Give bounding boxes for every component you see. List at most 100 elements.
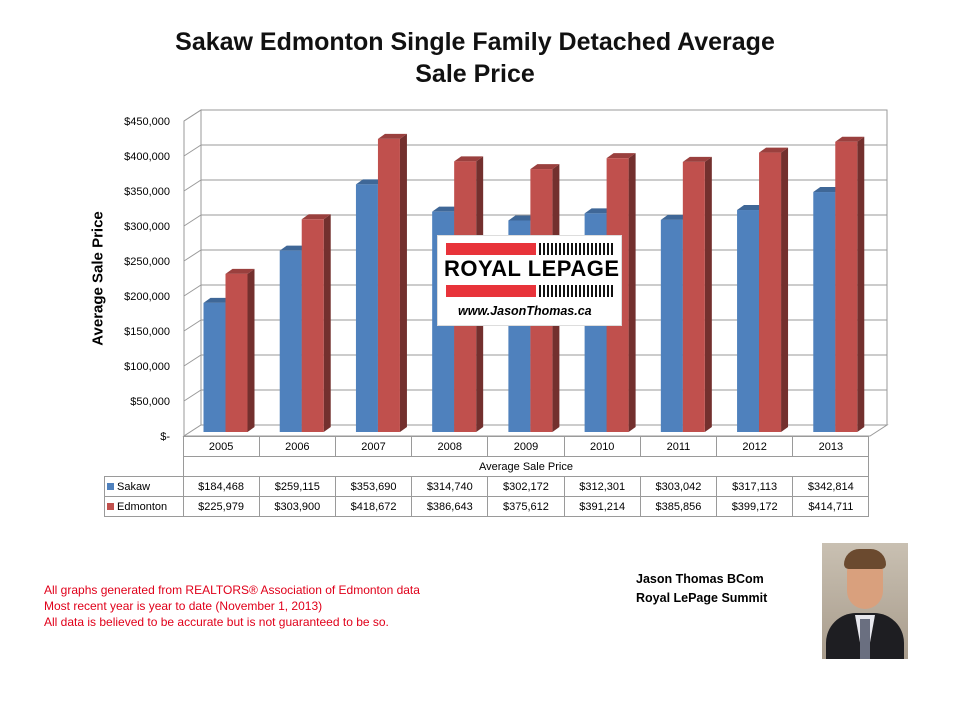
x-tick-label: 2007	[334, 436, 413, 457]
bar-side-edmonton-2010	[628, 153, 636, 432]
data-label: $317,113	[716, 476, 794, 497]
x-tick-label: 2009	[487, 436, 565, 457]
bar-top-sakaw-2009	[508, 215, 538, 221]
data-label: $303,900	[258, 496, 336, 517]
bar-side-edmonton-2012	[781, 147, 789, 433]
gridline	[183, 354, 887, 367]
data-label: $259,115	[258, 476, 336, 497]
bar-top-sakaw-2011	[660, 214, 690, 220]
x-tick-label: 2006	[258, 436, 336, 457]
bar-top-edmonton-2008	[454, 156, 484, 162]
bar-side-edmonton-2006	[323, 214, 331, 432]
data-label: $302,172	[487, 476, 565, 497]
bar-top-sakaw-2013	[813, 187, 843, 193]
data-label: $414,711	[792, 496, 870, 517]
bar-side-edmonton-2013	[857, 136, 865, 432]
bar-top-sakaw-2008	[432, 206, 462, 212]
data-label: $314,740	[411, 476, 489, 497]
bar-edmonton-2005	[225, 273, 248, 432]
y-tick-label: $50,000	[130, 396, 170, 408]
bar-top-edmonton-2012	[759, 147, 789, 153]
bar-top-edmonton-2006	[301, 214, 331, 220]
agent-name: Jason Thomas BCom	[636, 572, 764, 586]
data-label: $386,643	[411, 496, 489, 517]
x-tick-label: 2012	[716, 436, 794, 457]
bar-sakaw-2013	[813, 192, 836, 432]
gridline	[183, 319, 887, 332]
title-line-1: Sakaw Edmonton Single Family Detached Av…	[175, 28, 775, 56]
y-tick-label: $350,000	[124, 186, 170, 198]
agent-photo	[822, 543, 908, 659]
data-label: $418,672	[334, 496, 413, 517]
bar-edmonton-2007	[377, 138, 400, 432]
x-tick-label: 2008	[411, 436, 489, 457]
y-tick-label: $400,000	[124, 151, 170, 163]
legend-swatch	[107, 502, 114, 510]
legend-edmonton: Edmonton	[104, 496, 184, 517]
bar-top-sakaw-2010	[584, 208, 614, 214]
data-label: $385,856	[639, 496, 718, 517]
bar-top-edmonton-2009	[530, 164, 560, 170]
bar-sakaw-2006	[279, 250, 302, 432]
y-axis-label: Average Sale Price	[89, 211, 107, 346]
bar-edmonton-2011	[682, 161, 705, 432]
bar-edmonton-2006	[301, 219, 324, 432]
data-table: 2005 2006 2007 2008 2009 2010 2011 2012 2013 Ave…	[104, 436, 870, 517]
x-tick-label: 2010	[563, 436, 641, 457]
y-tick-label: $-	[160, 431, 170, 443]
bar-sakaw-2011	[660, 219, 683, 432]
gridline	[183, 389, 887, 402]
bar-side-edmonton-2005	[247, 268, 255, 432]
agent-company: Royal LePage Summit	[636, 591, 768, 605]
data-label: $303,042	[639, 476, 718, 497]
bar-top-sakaw-2012	[737, 205, 767, 211]
bar-top-edmonton-2007	[377, 133, 407, 139]
note: All graphs generated from REALTORS® Asso…	[44, 583, 420, 597]
legend-label: Edmonton	[117, 500, 168, 513]
bar-top-sakaw-2005	[203, 297, 233, 303]
x-tick-label: 2005	[182, 436, 260, 457]
bar-top-edmonton-2005	[225, 268, 255, 274]
logo-text: ROYAL LEPAGE	[444, 256, 620, 281]
x-axis-label: Average Sale Price	[182, 456, 870, 477]
y-tick-label: $250,000	[124, 256, 170, 268]
bar-top-edmonton-2010	[606, 153, 636, 159]
y-tick-label: $450,000	[124, 116, 170, 128]
website-url: www.JasonThomas.ca	[458, 304, 592, 318]
bar-edmonton-2012	[759, 152, 782, 433]
y-tick-label: $150,000	[124, 326, 170, 338]
side-wall	[183, 109, 202, 437]
agent-signature: Jason Thomas BCom Royal LePage Summit	[636, 570, 767, 608]
note: Most recent year is year to date (Novemb…	[44, 599, 323, 613]
title-line-2: Sale Price	[415, 60, 535, 88]
data-label: $225,979	[182, 496, 260, 517]
bar-sakaw-2007	[355, 184, 378, 432]
royal-lepage-logo: ROYAL LEPAGE www.JasonThomas.ca	[437, 235, 622, 326]
legend-sakaw: Sakaw	[104, 476, 184, 497]
gridline	[183, 179, 887, 192]
disclaimer-notes: All graphs generated from REALTORS® Asso…	[44, 582, 420, 630]
gridline	[183, 144, 887, 157]
chart-title: Sakaw Edmonton Single Family Detached Av…	[100, 26, 850, 90]
data-label: $399,172	[716, 496, 794, 517]
gridline	[183, 109, 887, 122]
data-label: $375,612	[487, 496, 565, 517]
y-tick-label: $300,000	[124, 221, 170, 233]
legend-label: Sakaw	[117, 480, 151, 493]
data-label: $353,690	[334, 476, 413, 497]
gridline	[183, 249, 887, 262]
bar-sakaw-2012	[737, 210, 760, 432]
bar-top-edmonton-2011	[682, 156, 712, 162]
gridline	[183, 214, 887, 227]
data-label: $342,814	[792, 476, 870, 497]
bar-top-sakaw-2007	[355, 179, 385, 185]
gridline	[183, 284, 887, 297]
bar-side-edmonton-2007	[399, 133, 407, 432]
bar-top-edmonton-2013	[835, 136, 865, 142]
data-label: $184,468	[182, 476, 260, 497]
x-tick-label: 2011	[639, 436, 718, 457]
bar-edmonton-2013	[835, 141, 858, 432]
x-tick-label: 2013	[792, 436, 870, 457]
legend-swatch	[107, 482, 114, 490]
